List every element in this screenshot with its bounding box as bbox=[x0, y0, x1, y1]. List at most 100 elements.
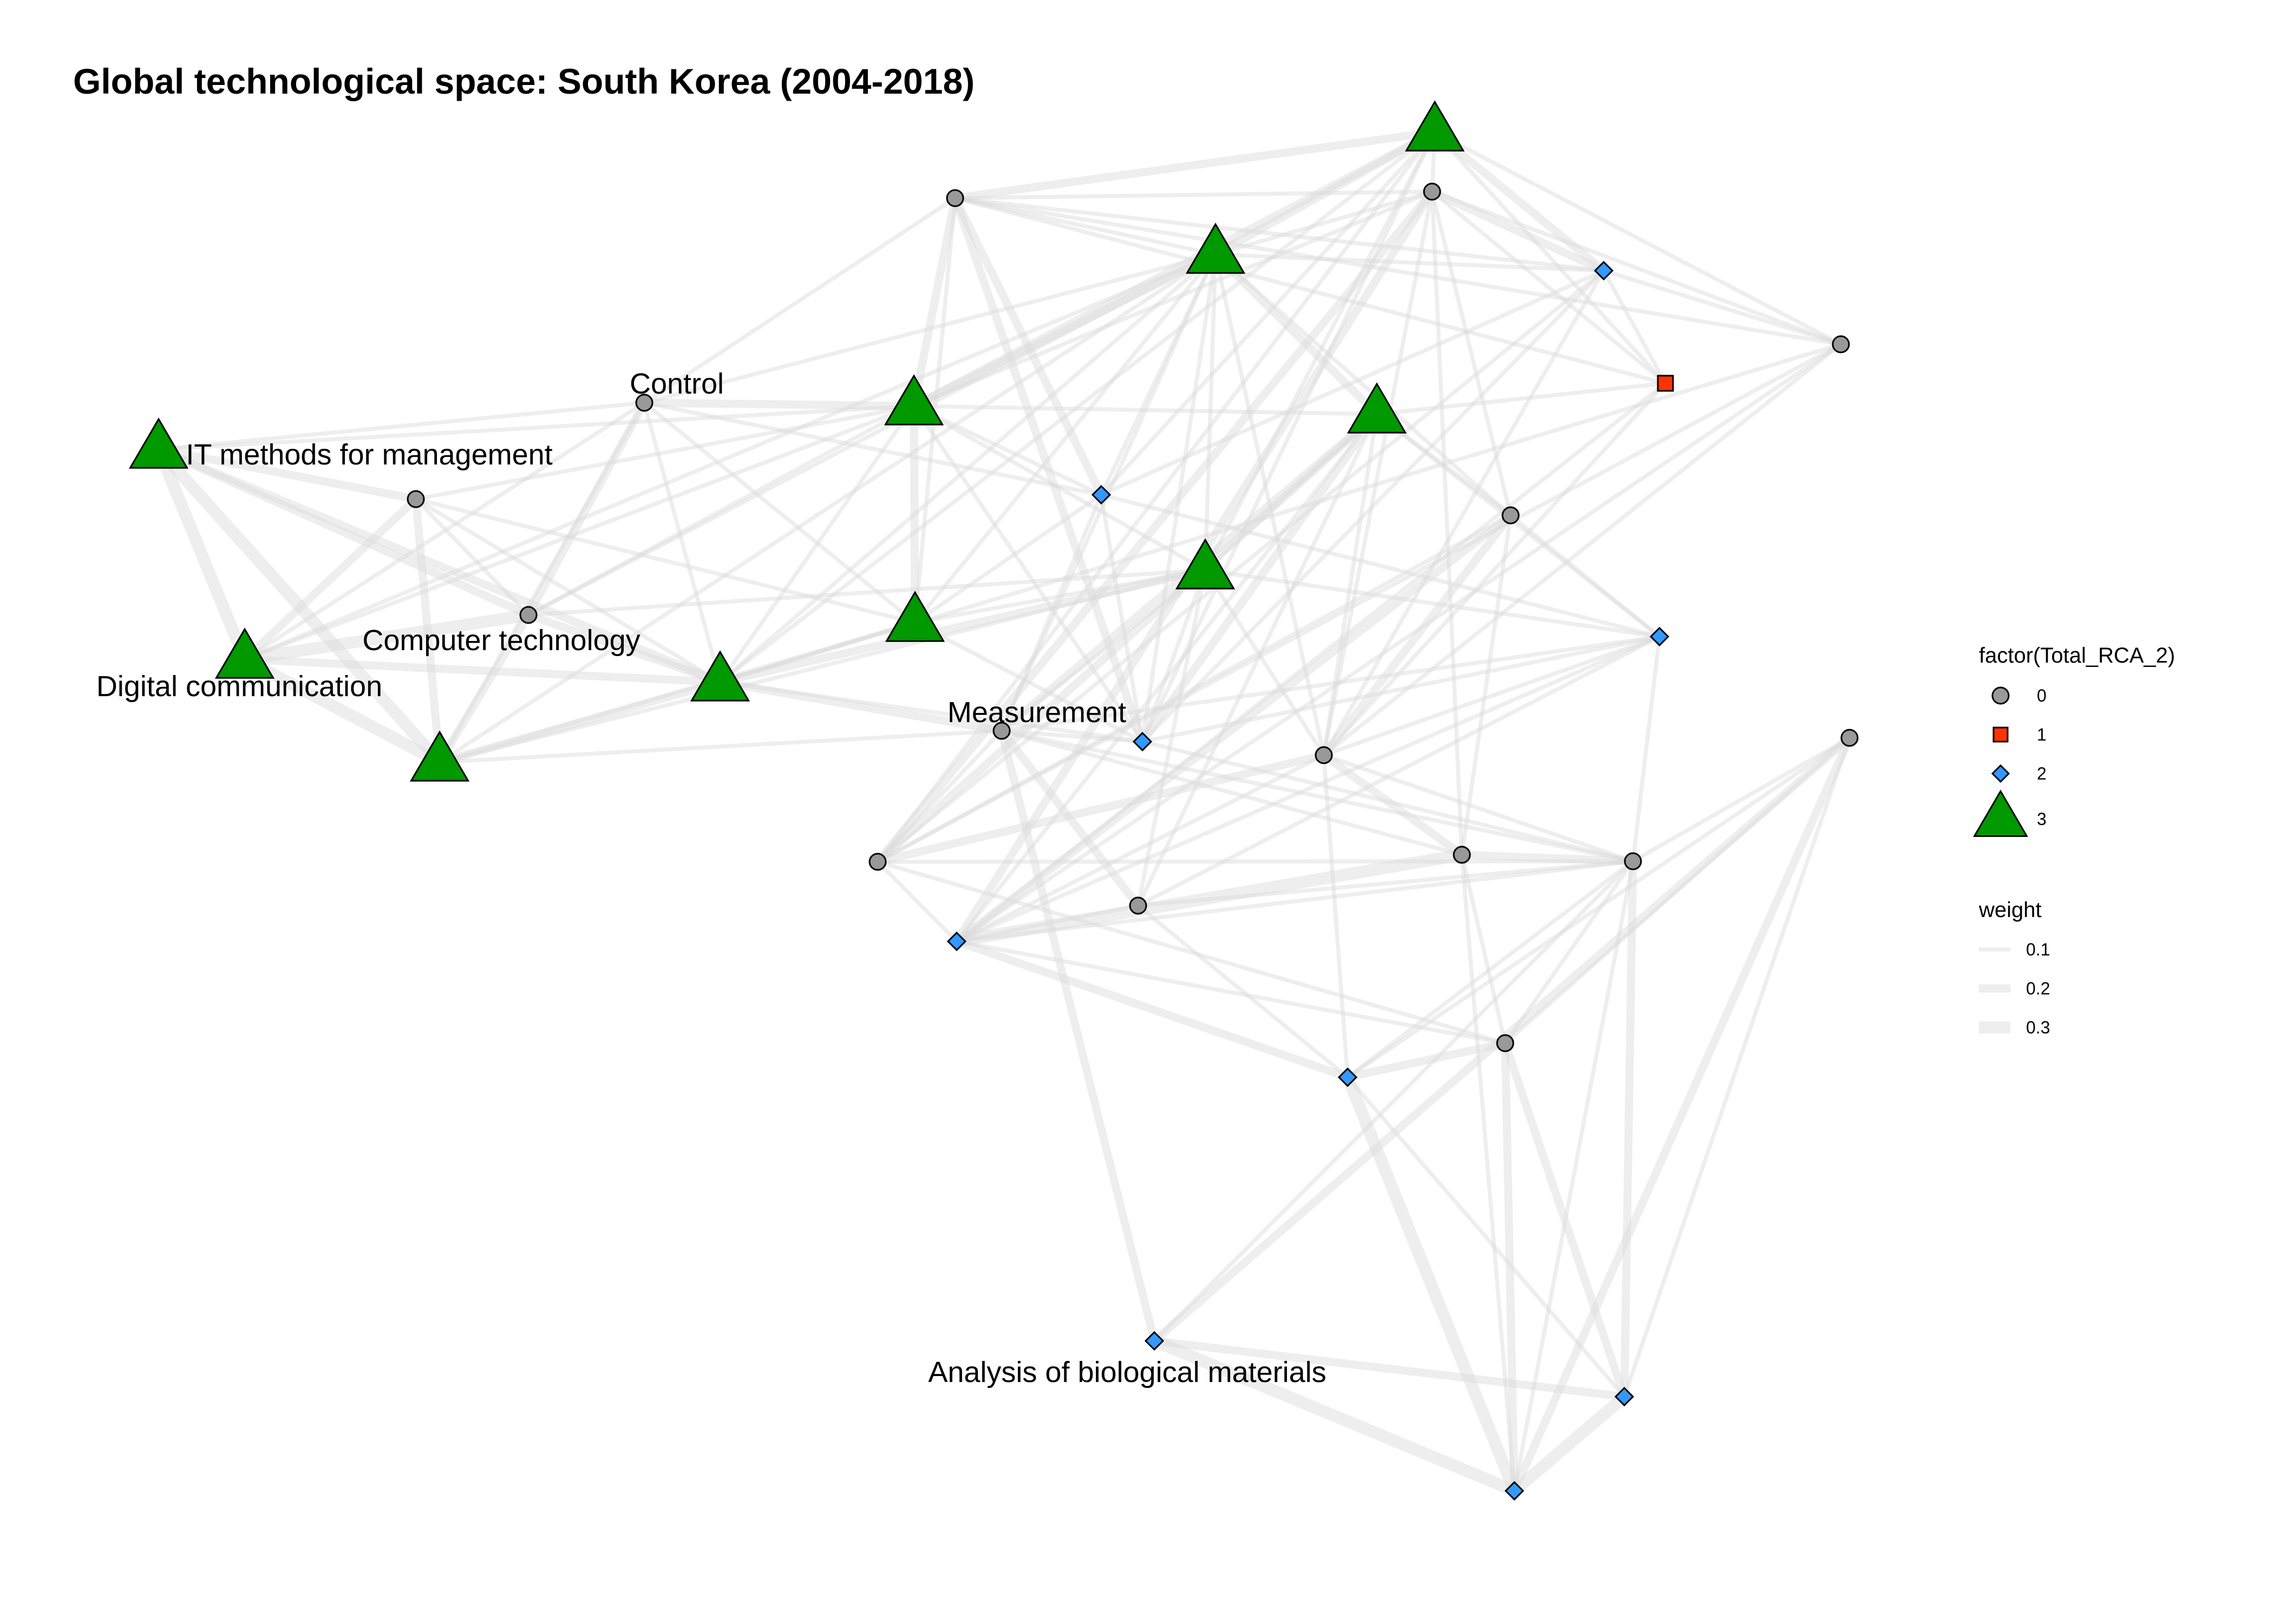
edge bbox=[1136, 903, 1350, 1079]
edge bbox=[414, 497, 917, 625]
node-diamond bbox=[1091, 484, 1112, 505]
edge bbox=[154, 445, 420, 503]
node-triangle bbox=[1175, 538, 1236, 590]
edge bbox=[1099, 252, 1218, 497]
edge bbox=[912, 404, 1207, 572]
edge bbox=[953, 196, 1606, 273]
node-label: IT methods for management bbox=[186, 438, 552, 471]
node-circle bbox=[1501, 506, 1520, 525]
node-circle bbox=[1129, 896, 1147, 915]
edge bbox=[154, 445, 724, 686]
edge bbox=[1631, 634, 1662, 863]
node-circle bbox=[1315, 746, 1333, 764]
legend-label: 1 bbox=[2037, 725, 2047, 744]
edge bbox=[955, 859, 1635, 944]
edge bbox=[243, 252, 1218, 662]
node-circle bbox=[1453, 846, 1471, 864]
node-circle bbox=[992, 722, 1011, 740]
edge bbox=[414, 497, 722, 684]
edge bbox=[1345, 859, 1635, 1079]
edge bbox=[240, 495, 420, 664]
edge bbox=[1140, 739, 1635, 863]
edge bbox=[1508, 513, 1662, 639]
edge bbox=[1322, 269, 1606, 757]
edge bbox=[1375, 412, 1662, 639]
edge bbox=[414, 404, 916, 501]
edge bbox=[1428, 187, 1608, 275]
node-circle bbox=[1496, 1034, 1514, 1052]
edge bbox=[1213, 252, 1326, 757]
node-diamond bbox=[946, 931, 967, 952]
legend-key-diamond bbox=[1991, 764, 2010, 783]
edge bbox=[414, 497, 531, 617]
node-diamond bbox=[1144, 1331, 1165, 1351]
node-circle bbox=[635, 394, 654, 412]
node-triangle bbox=[1404, 100, 1465, 152]
edge bbox=[1322, 381, 1668, 757]
node-label: Measurement bbox=[948, 696, 1126, 729]
edge bbox=[642, 401, 722, 684]
edge bbox=[1211, 128, 1439, 259]
legend-label: 0.2 bbox=[2026, 979, 2050, 998]
node-triangle bbox=[690, 650, 750, 702]
edge bbox=[718, 252, 1218, 684]
edge bbox=[524, 398, 649, 619]
edge bbox=[912, 189, 1434, 408]
legend-key-triangle bbox=[1973, 789, 2028, 837]
edge bbox=[435, 611, 533, 767]
edge bbox=[156, 404, 916, 451]
edge bbox=[1503, 736, 1852, 1045]
node-label: Digital communication bbox=[96, 670, 382, 703]
edge bbox=[1460, 513, 1513, 857]
node-triangle bbox=[884, 374, 944, 425]
node-diamond bbox=[1593, 260, 1614, 281]
edge bbox=[1136, 412, 1379, 908]
edge bbox=[437, 729, 1004, 764]
node-circle bbox=[868, 853, 887, 871]
edge bbox=[437, 401, 646, 764]
edge bbox=[1211, 250, 1381, 418]
edge bbox=[999, 729, 1464, 857]
edge bbox=[875, 513, 1513, 864]
edge bbox=[435, 678, 724, 767]
edge bbox=[953, 196, 1843, 346]
edge bbox=[999, 729, 1635, 863]
edge bbox=[238, 608, 535, 666]
edge bbox=[1433, 130, 1843, 346]
edge bbox=[955, 753, 1326, 944]
edge bbox=[718, 342, 1843, 684]
edge bbox=[1150, 1337, 1629, 1401]
edge bbox=[716, 678, 1006, 735]
edge bbox=[999, 729, 1145, 744]
legend-label: 0.3 bbox=[2026, 1018, 2050, 1037]
edge bbox=[1430, 128, 1608, 275]
edge bbox=[526, 568, 1207, 617]
node-circle bbox=[407, 490, 425, 508]
edge bbox=[437, 620, 917, 764]
edge bbox=[1136, 634, 1662, 908]
edges-layer bbox=[152, 128, 1854, 1497]
edge bbox=[875, 130, 1437, 864]
node-circle bbox=[1624, 852, 1642, 870]
edge bbox=[912, 404, 1145, 744]
edge bbox=[1140, 634, 1662, 744]
edge bbox=[1099, 269, 1606, 497]
edge bbox=[1430, 189, 1513, 518]
node-diamond bbox=[1504, 1481, 1525, 1501]
node-triangle bbox=[1347, 382, 1407, 434]
edge bbox=[913, 568, 1207, 625]
node-label: Computer technology bbox=[362, 624, 640, 657]
node-circle bbox=[1840, 729, 1859, 747]
edge bbox=[1501, 1039, 1519, 1495]
edge bbox=[1510, 734, 1854, 1495]
edge bbox=[240, 655, 724, 686]
edge bbox=[640, 398, 918, 410]
edge bbox=[1322, 753, 1635, 863]
edge bbox=[953, 196, 1218, 257]
legend-label: 0.1 bbox=[2026, 940, 2050, 959]
edge bbox=[912, 404, 1103, 497]
legend-label: 3 bbox=[2037, 809, 2047, 829]
edge bbox=[910, 194, 959, 410]
